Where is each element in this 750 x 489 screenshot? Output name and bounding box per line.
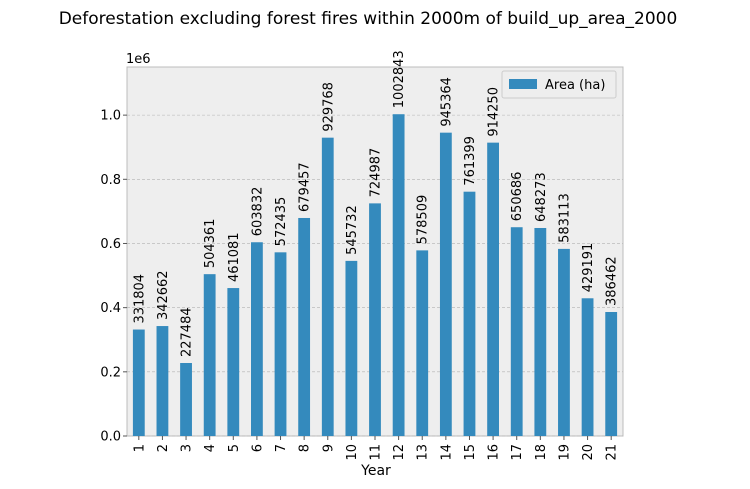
x-tick-label: 17	[510, 444, 525, 461]
bar	[416, 250, 429, 436]
bar-value-label: 583113	[557, 193, 572, 243]
bar	[132, 329, 145, 436]
legend-label: Area (ha)	[545, 78, 605, 93]
y-tick-label: 0.6	[100, 237, 121, 252]
bar-value-label: 572435	[274, 197, 289, 247]
bar-value-label: 386462	[605, 256, 620, 306]
bar	[510, 227, 523, 436]
y-axis-offset-label: 1e6	[126, 52, 151, 67]
bar-value-label: 650686	[510, 172, 525, 222]
bar	[605, 311, 618, 436]
x-tick-label: 9	[321, 444, 336, 452]
x-tick-label: 19	[557, 444, 572, 461]
x-tick-label: 7	[274, 444, 289, 452]
bar	[392, 114, 405, 436]
bar-value-label: 679457	[298, 162, 313, 212]
bar	[227, 288, 240, 436]
bar	[156, 326, 169, 436]
x-tick-label: 10	[345, 444, 360, 461]
bar	[321, 137, 334, 436]
chart-title: Deforestation excluding forest fires wit…	[59, 9, 678, 29]
bar-value-label: 603832	[250, 187, 265, 237]
bar-value-label: 724987	[369, 148, 384, 198]
bar-value-label: 461081	[227, 232, 242, 282]
legend-box	[501, 70, 617, 99]
bar-value-label: 929768	[321, 82, 336, 132]
x-tick-label: 3	[180, 444, 195, 452]
bar	[345, 260, 358, 436]
bar	[558, 248, 570, 436]
bar-value-label: 429191	[581, 243, 596, 293]
y-tick-label: 0.8	[100, 173, 121, 188]
x-tick-label: 12	[392, 444, 407, 461]
x-tick-label: 1	[132, 444, 147, 452]
y-tick-label: 0.4	[100, 301, 121, 316]
bar	[534, 227, 547, 436]
x-axis-label: Year	[360, 463, 391, 479]
bar-value-label: 761399	[463, 136, 478, 186]
y-tick-label: 0.0	[100, 430, 121, 445]
bar	[203, 274, 216, 436]
bar	[581, 298, 594, 436]
x-tick-label: 18	[534, 444, 549, 461]
bar	[298, 217, 311, 436]
bar-value-label: 331804	[132, 274, 147, 324]
x-tick-label: 4	[203, 444, 218, 452]
x-tick-label: 13	[416, 444, 431, 461]
bar	[251, 242, 263, 436]
x-tick-label: 20	[581, 444, 596, 461]
bar	[487, 142, 499, 436]
x-tick-label: 14	[439, 444, 454, 461]
bar-value-label: 945364	[439, 77, 454, 127]
legend-swatch	[509, 79, 537, 89]
legend: Area (ha)	[501, 70, 617, 99]
x-tick-label: 21	[605, 444, 620, 461]
bar-value-label: 578509	[416, 195, 431, 245]
x-tick-label: 8	[298, 444, 313, 452]
bar-value-label: 914250	[487, 87, 502, 137]
bar	[274, 252, 287, 436]
bar-value-label: 648273	[534, 172, 549, 222]
bar	[369, 203, 381, 436]
x-tick-label: 6	[250, 444, 265, 452]
bar-value-label: 342662	[156, 270, 171, 320]
bar-value-label: 227484	[180, 307, 195, 357]
x-tick-label: 11	[369, 444, 384, 461]
bar	[463, 191, 476, 436]
bar-value-label: 545732	[345, 205, 360, 255]
x-tick-label: 2	[156, 444, 171, 452]
x-tick-label: 16	[487, 444, 502, 461]
x-tick-label: 15	[463, 444, 478, 461]
y-tick-label: 1.0	[100, 109, 121, 124]
bar	[180, 363, 192, 436]
x-tick-label: 5	[227, 444, 242, 452]
bar-value-label: 1002843	[392, 50, 407, 108]
y-tick-label: 0.2	[100, 365, 121, 380]
bar	[439, 132, 452, 436]
bar-value-label: 504361	[203, 219, 218, 269]
